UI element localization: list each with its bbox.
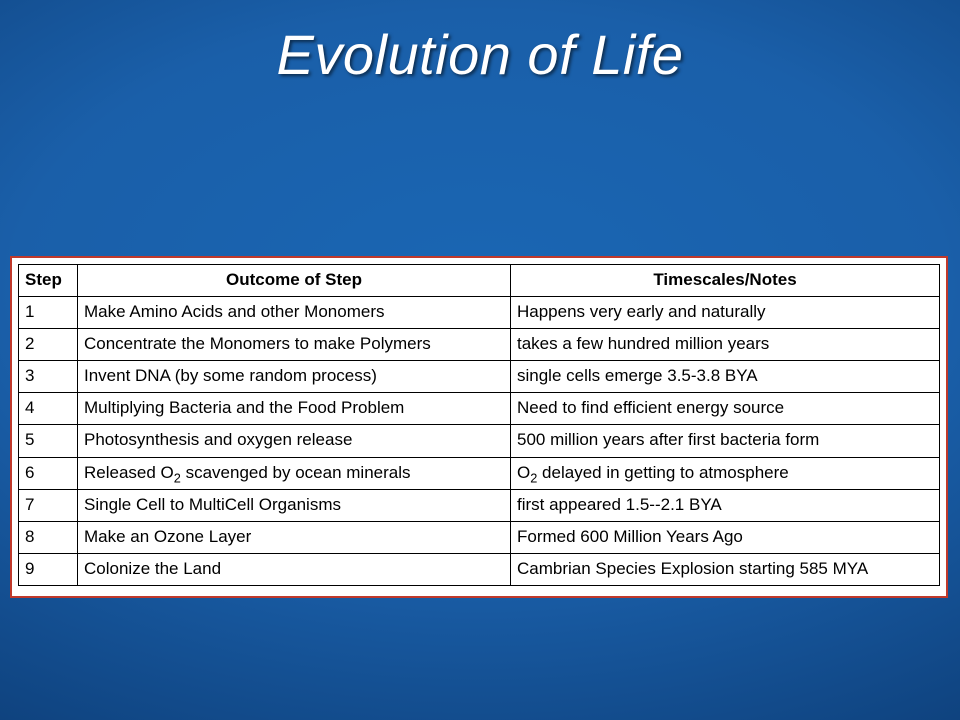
cell-step: 1 (19, 297, 78, 329)
slide: Evolution of Life Step Outcome of Step T… (0, 0, 960, 720)
cell-notes: Happens very early and naturally (511, 297, 940, 329)
cell-outcome: Multiplying Bacteria and the Food Proble… (78, 393, 511, 425)
col-header-outcome: Outcome of Step (78, 265, 511, 297)
cell-notes: 500 million years after first bacteria f… (511, 425, 940, 457)
cell-outcome: Make Amino Acids and other Monomers (78, 297, 511, 329)
cell-notes: Formed 600 Million Years Ago (511, 521, 940, 553)
cell-step: 4 (19, 393, 78, 425)
col-header-notes: Timescales/Notes (511, 265, 940, 297)
table-row: 7 Single Cell to MultiCell Organisms fir… (19, 489, 940, 521)
cell-step: 9 (19, 553, 78, 585)
cell-outcome: Single Cell to MultiCell Organisms (78, 489, 511, 521)
table-row: 9 Colonize the Land Cambrian Species Exp… (19, 553, 940, 585)
table-row: 1 Make Amino Acids and other Monomers Ha… (19, 297, 940, 329)
col-header-step: Step (19, 265, 78, 297)
cell-notes: takes a few hundred million years (511, 329, 940, 361)
cell-outcome: Photosynthesis and oxygen release (78, 425, 511, 457)
cell-step: 7 (19, 489, 78, 521)
cell-step: 5 (19, 425, 78, 457)
cell-step: 3 (19, 361, 78, 393)
evolution-table: Step Outcome of Step Timescales/Notes 1 … (18, 264, 940, 586)
cell-outcome: Colonize the Land (78, 553, 511, 585)
evolution-table-container: Step Outcome of Step Timescales/Notes 1 … (10, 256, 948, 598)
cell-outcome: Released O2 scavenged by ocean minerals (78, 457, 511, 489)
cell-notes: first appeared 1.5--2.1 BYA (511, 489, 940, 521)
cell-step: 2 (19, 329, 78, 361)
cell-step: 6 (19, 457, 78, 489)
cell-outcome: Invent DNA (by some random process) (78, 361, 511, 393)
table-row: 8 Make an Ozone Layer Formed 600 Million… (19, 521, 940, 553)
table-row: 5 Photosynthesis and oxygen release 500 … (19, 425, 940, 457)
cell-notes: Need to find efficient energy source (511, 393, 940, 425)
slide-title: Evolution of Life (0, 0, 960, 87)
cell-notes: O2 delayed in getting to atmosphere (511, 457, 940, 489)
table-row: 6 Released O2 scavenged by ocean mineral… (19, 457, 940, 489)
cell-outcome: Make an Ozone Layer (78, 521, 511, 553)
table-row: 3 Invent DNA (by some random process) si… (19, 361, 940, 393)
table-row: 2 Concentrate the Monomers to make Polym… (19, 329, 940, 361)
cell-notes: single cells emerge 3.5-3.8 BYA (511, 361, 940, 393)
table-row: 4 Multiplying Bacteria and the Food Prob… (19, 393, 940, 425)
table-body: 1 Make Amino Acids and other Monomers Ha… (19, 297, 940, 586)
cell-step: 8 (19, 521, 78, 553)
cell-outcome: Concentrate the Monomers to make Polymer… (78, 329, 511, 361)
table-header-row: Step Outcome of Step Timescales/Notes (19, 265, 940, 297)
cell-notes: Cambrian Species Explosion starting 585 … (511, 553, 940, 585)
